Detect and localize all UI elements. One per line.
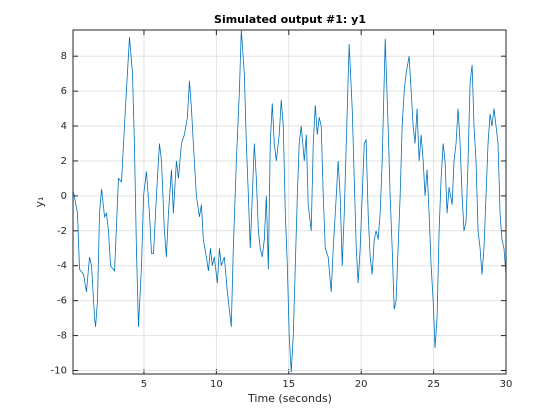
x-tick-label: 10 — [210, 379, 223, 390]
x-tick-label: 30 — [500, 379, 513, 390]
data-line — [73, 29, 507, 373]
y-axis-label: y₁ — [33, 197, 46, 208]
y-tick-label: 4 — [61, 121, 67, 132]
y-tick-label: -2 — [57, 226, 67, 237]
y-tick-label: -8 — [57, 331, 67, 342]
y-tick-label: 2 — [61, 156, 67, 167]
y-tick-label: -10 — [51, 366, 67, 377]
y-tick-label: 6 — [61, 86, 67, 97]
x-axis-label: Time (seconds) — [247, 392, 332, 405]
x-tick-label: 5 — [141, 379, 147, 390]
chart-title: Simulated output #1: y1 — [214, 13, 366, 26]
x-tick-label: 20 — [355, 379, 368, 390]
y-tick-label: 8 — [61, 51, 67, 62]
y-tick-label: -6 — [57, 296, 67, 307]
y-tick-label: -4 — [57, 261, 67, 272]
y-tick-label: 0 — [61, 191, 67, 202]
axes-box — [72, 29, 507, 375]
x-tick-label: 25 — [427, 379, 440, 390]
x-tick-label: 15 — [282, 379, 295, 390]
